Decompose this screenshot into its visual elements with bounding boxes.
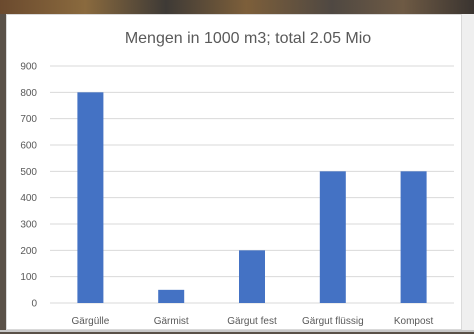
chart-frame: Mengen in 1000 m3; total 2.05 Mio 0 100 20… (6, 14, 462, 330)
bar-4 (319, 171, 346, 303)
gridlines (50, 65, 454, 304)
y-tick-label: 600 (20, 141, 37, 152)
chart-title: Mengen in 1000 m3; total 2.05 Mio (125, 30, 371, 47)
x-tick-label: Gärgülle (71, 316, 109, 327)
right-gutter (462, 14, 474, 332)
x-axis-tick-labels: Gärgülle Gärmist Gärgut fest Gärgut flüssig… (71, 316, 433, 327)
bar-1 (77, 92, 104, 303)
x-tick-label: Kompost (394, 316, 434, 327)
y-tick-label: 0 (31, 299, 37, 310)
bars (77, 92, 427, 303)
bar-chart: Mengen in 1000 m3; total 2.05 Mio 0 100 20… (20, 30, 454, 327)
y-tick-label: 300 (20, 220, 37, 231)
bar-3 (239, 250, 265, 303)
y-tick-label: 100 (20, 272, 37, 283)
x-tick-label: Gärgut flüssig (302, 316, 364, 327)
y-tick-label: 900 (20, 62, 37, 73)
y-tick-label: 200 (20, 246, 37, 257)
bar-5 (400, 171, 427, 303)
x-tick-label: Gärgut fest (227, 316, 277, 327)
bar-2 (158, 289, 185, 303)
x-tick-label: Gärmist (154, 316, 189, 327)
background-photo-strip (0, 0, 474, 14)
y-tick-label: 400 (20, 193, 37, 204)
y-tick-label: 800 (20, 88, 37, 99)
y-axis-tick-labels: 0 100 200 300 400 500 600 700 800 900 (20, 62, 37, 310)
bottom-edge (0, 330, 474, 332)
y-tick-label: 500 (20, 167, 37, 178)
y-tick-label: 700 (20, 114, 37, 125)
